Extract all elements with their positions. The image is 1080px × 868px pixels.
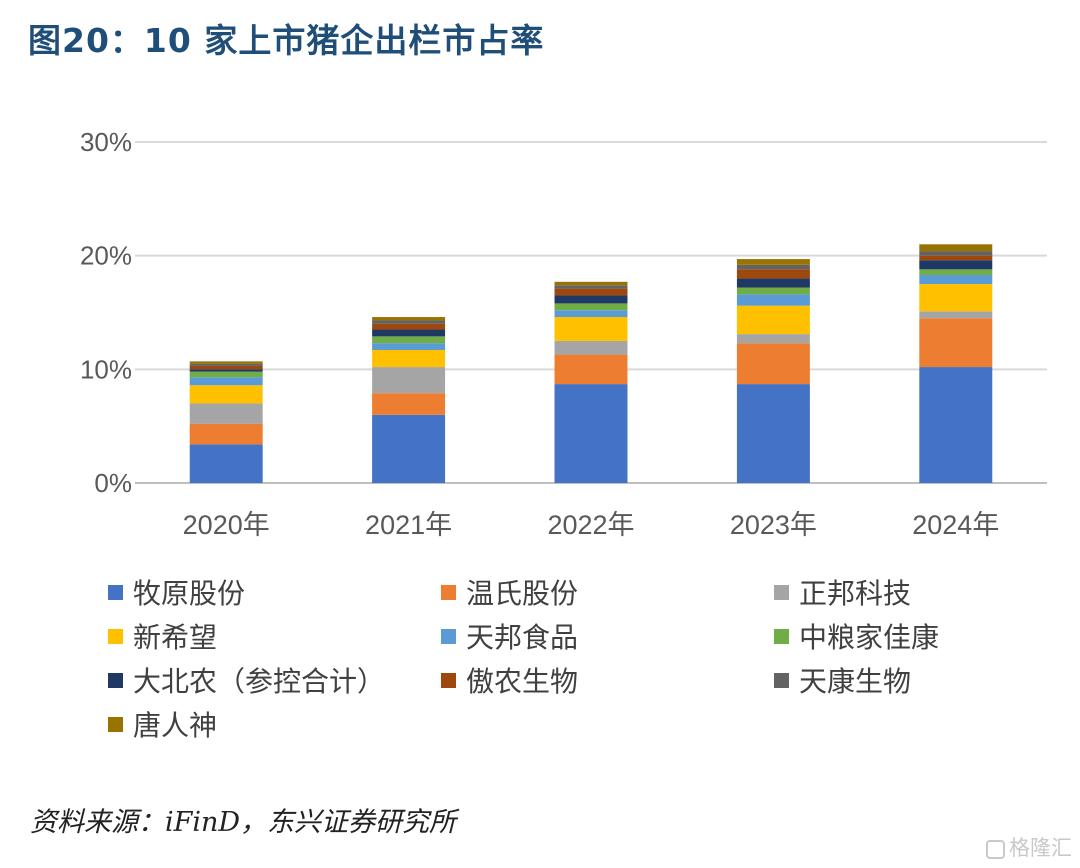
bar-segment: [372, 317, 446, 321]
y-tick-label: 10%: [80, 354, 132, 384]
legend-item: 温氏股份: [441, 574, 774, 610]
bar-segment: [372, 323, 446, 330]
legend-label: 温氏股份: [466, 577, 579, 610]
legend-item: 天康生物: [774, 662, 1028, 698]
bar-segment: [919, 255, 993, 261]
bar-segment: [372, 393, 446, 415]
bar-segment: [736, 334, 810, 344]
bar-segment: [372, 350, 446, 368]
x-tick-label: 2023年: [730, 510, 817, 540]
bar-segment: [189, 423, 263, 445]
bar-segment: [372, 329, 446, 337]
bar-segment: [554, 317, 628, 341]
watermark-logo-icon: [986, 839, 1005, 859]
legend-label: 中粮家佳康: [799, 621, 940, 654]
bar-segment: [372, 414, 446, 483]
bar-segment: [919, 274, 993, 285]
y-tick-label: 30%: [80, 127, 132, 157]
legend-item: 新希望: [108, 618, 441, 654]
bar-segment: [919, 244, 993, 252]
bar-segment: [736, 305, 810, 335]
legend-swatch: [108, 584, 123, 600]
bar-segment: [189, 444, 263, 483]
legend-label: 新希望: [133, 621, 218, 654]
legend-swatch: [774, 672, 789, 688]
bar-segment: [189, 369, 263, 372]
bar-segment: [736, 384, 810, 483]
chart-title: 图20：10 家上市猪企出栏市占率: [28, 21, 545, 60]
legend-label: 牧原股份: [133, 577, 246, 610]
bar-segment: [189, 363, 263, 366]
bar-segment: [189, 361, 263, 364]
y-tick-label: 0%: [94, 468, 132, 498]
bar-segment: [736, 269, 810, 279]
legend-item: 傲农生物: [441, 662, 774, 698]
bar-segment: [554, 281, 628, 286]
bar-segment: [189, 377, 263, 386]
legend-item: 正邦科技: [774, 574, 1028, 610]
x-tick-label: 2020年: [183, 510, 270, 540]
bar-segment: [189, 371, 263, 378]
bar-segment: [736, 264, 810, 270]
bar-segment: [554, 384, 628, 483]
bar-segment: [554, 288, 628, 296]
bar-segment: [736, 343, 810, 385]
bar-segment: [919, 367, 993, 483]
legend-swatch: [774, 628, 789, 644]
legend-label: 傲农生物: [466, 665, 579, 698]
bar-segment: [554, 340, 628, 355]
bar-segment: [919, 311, 993, 319]
legend-label: 大北农（参控合计）: [133, 665, 386, 698]
bar-segment: [736, 287, 810, 295]
chart-legend: 牧原股份 温氏股份 正邦科技新希望 天邦食品 中粮家佳康大北农（参控合计） 傲农生物 天康生…: [108, 574, 1028, 742]
x-tick-label: 2022年: [547, 510, 634, 540]
bar-segment: [189, 385, 263, 404]
legend-item: 大北农（参控合计）: [108, 662, 441, 698]
legend-swatch: [108, 672, 123, 688]
bar-segment: [919, 284, 993, 312]
bar-segment: [554, 310, 628, 318]
bar-segment: [372, 343, 446, 351]
watermark-text: 格隆汇: [1009, 836, 1072, 860]
legend-swatch: [108, 716, 123, 732]
legend-swatch: [774, 584, 789, 600]
bar-segment: [372, 336, 446, 344]
source-note: 资料来源：iFinD，东兴证券研究所: [30, 807, 457, 838]
legend-swatch: [108, 628, 123, 644]
bar-segment: [919, 318, 993, 368]
bar-segment: [919, 260, 993, 270]
x-tick-label: 2021年: [365, 510, 452, 540]
y-tick-label: 20%: [80, 241, 132, 271]
bar-segment: [554, 354, 628, 385]
bar-segment: [372, 367, 446, 394]
bar-segment: [554, 295, 628, 304]
bar-segment: [189, 403, 263, 424]
legend-swatch: [441, 628, 456, 644]
bar-segment: [189, 365, 263, 370]
legend-item: 牧原股份: [108, 574, 441, 610]
legend-swatch: [441, 672, 456, 688]
bar-segment: [372, 320, 446, 324]
legend-item: 唐人神: [108, 706, 441, 742]
bar-segment: [736, 294, 810, 306]
legend-swatch: [441, 584, 456, 600]
legend-label: 天邦食品: [466, 621, 579, 654]
legend-label: 正邦科技: [799, 577, 912, 610]
bar-segment: [919, 269, 993, 275]
bar-segment: [919, 251, 993, 256]
watermark: 格隆汇: [986, 832, 1072, 862]
legend-item: 天邦食品: [441, 618, 774, 654]
stacked-bar-chart: 0% 10% 20% 30% 2020年 2021年 2022年 2023年 2024年: [80, 127, 1047, 540]
legend-label: 天康生物: [799, 665, 912, 698]
legend-label: 唐人神: [133, 709, 218, 742]
legend-item: 中粮家佳康: [774, 618, 1028, 654]
x-tick-label: 2024年: [912, 510, 999, 540]
bar-segment: [736, 278, 810, 288]
bar-segment: [736, 259, 810, 265]
bar-segment: [554, 285, 628, 289]
bar-segment: [554, 303, 628, 311]
